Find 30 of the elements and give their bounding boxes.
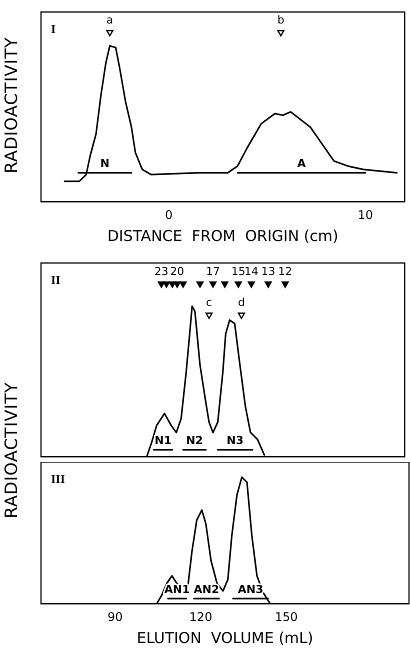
- series-label: AN2: [194, 582, 220, 596]
- x-tick-label: 90: [108, 610, 123, 624]
- annotation: II: [51, 273, 61, 288]
- annotation: d: [238, 296, 245, 310]
- annotation: a: [106, 14, 114, 27]
- annotation: 23: [154, 265, 168, 278]
- series-label: A: [297, 157, 306, 170]
- annotation: III: [51, 472, 66, 486]
- x-tick-label: 10: [358, 208, 374, 222]
- x-axis-title: ELUTION VOLUME (mL): [136, 628, 314, 647]
- x-tick-label: 0: [164, 208, 173, 222]
- x-tick-label: 120: [189, 610, 212, 624]
- annotation: 12: [278, 265, 292, 278]
- annotation: 17: [206, 265, 220, 278]
- annotation: 13: [261, 265, 276, 278]
- annotation: b: [277, 14, 284, 27]
- y-axis-title: RADIOACTIVITY: [2, 382, 22, 518]
- y-axis-title: RADIOACTIVITY: [2, 36, 22, 174]
- series-label: N2: [186, 434, 203, 448]
- annotation: c: [206, 296, 212, 310]
- annotation: 14: [244, 265, 258, 278]
- annotation: 20: [170, 265, 184, 278]
- annotation: 15: [231, 265, 246, 278]
- series-label: N: [100, 157, 110, 170]
- annotation: I: [51, 22, 56, 36]
- series-label: N3: [226, 434, 244, 448]
- x-tick-label: 150: [274, 610, 298, 624]
- x-axis-title: DISTANCE FROM ORIGIN (cm): [107, 226, 338, 245]
- series-label: AN1: [164, 582, 190, 596]
- series-label: N1: [154, 434, 172, 448]
